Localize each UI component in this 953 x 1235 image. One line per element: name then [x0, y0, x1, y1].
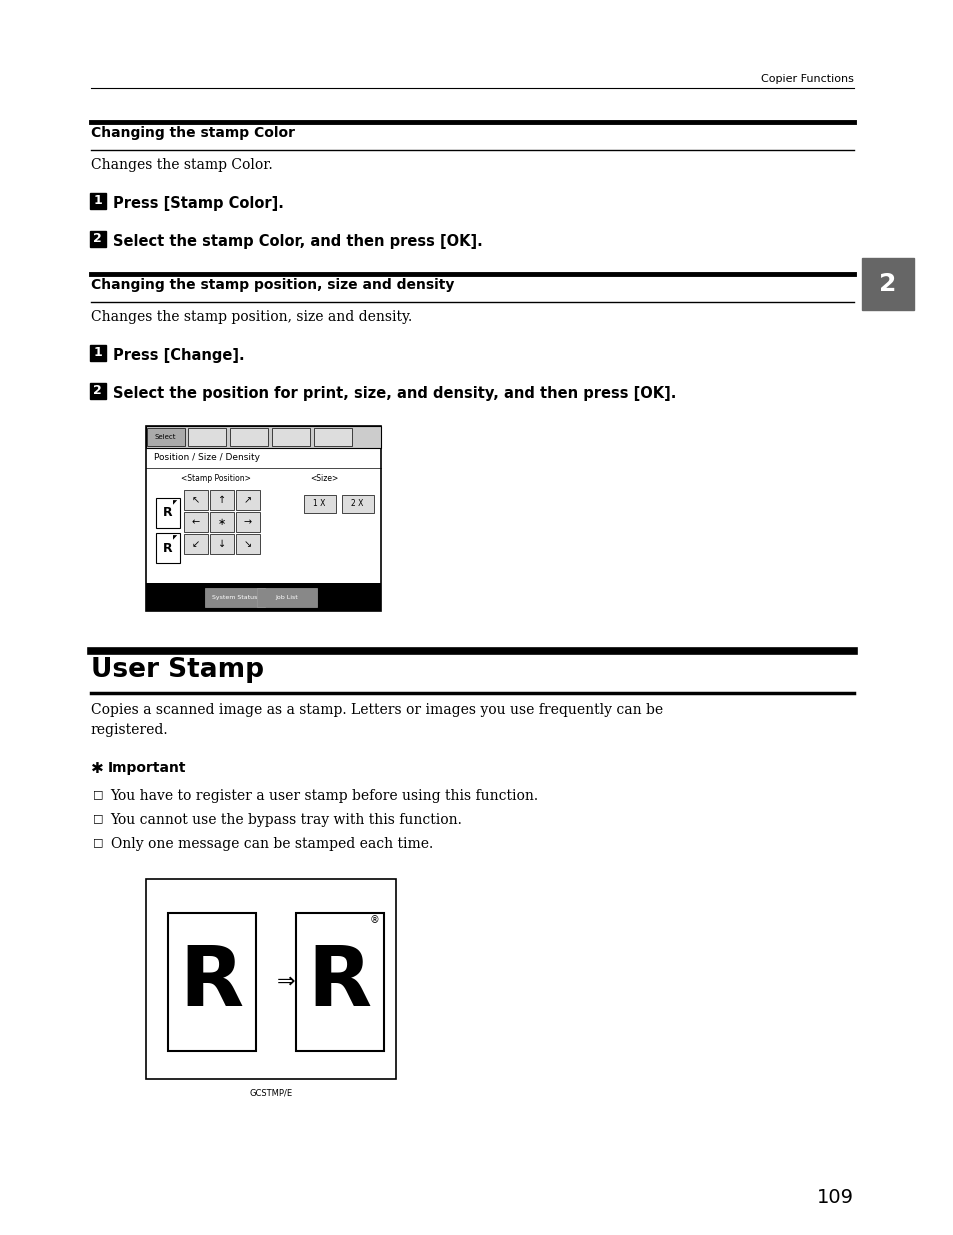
Bar — [314, 429, 352, 446]
Text: Position / Size / Density: Position / Size / Density — [153, 453, 259, 462]
Text: ⇒: ⇒ — [276, 972, 294, 992]
Text: ↓: ↓ — [217, 538, 226, 550]
Bar — [235, 513, 259, 532]
Text: You have to register a user stamp before using this function.: You have to register a user stamp before… — [111, 789, 538, 803]
Text: Select: Select — [154, 433, 176, 440]
Text: You cannot use the bypass tray with this function.: You cannot use the bypass tray with this… — [111, 813, 462, 827]
Text: □: □ — [92, 837, 103, 847]
Bar — [210, 513, 233, 532]
Text: ↘: ↘ — [243, 538, 252, 550]
Text: ↑: ↑ — [217, 495, 226, 505]
Bar — [230, 429, 268, 446]
Bar — [147, 429, 185, 446]
Bar — [183, 490, 208, 510]
Bar — [183, 513, 208, 532]
Text: R: R — [163, 541, 172, 555]
Text: Changing the stamp position, size and density: Changing the stamp position, size and de… — [91, 278, 454, 291]
Text: Important: Important — [108, 761, 186, 776]
Text: ←: ← — [192, 517, 199, 527]
Bar — [861, 258, 913, 310]
Bar — [188, 429, 226, 446]
Bar — [90, 193, 106, 209]
Text: Select the stamp Color, and then press [OK].: Select the stamp Color, and then press [… — [112, 233, 482, 249]
Bar — [303, 495, 335, 513]
Text: Changing the stamp Color: Changing the stamp Color — [91, 126, 294, 140]
Bar — [146, 426, 380, 448]
Text: Press [Stamp Color].: Press [Stamp Color]. — [112, 196, 283, 211]
Text: Select the position for print, size, and density, and then press [OK].: Select the position for print, size, and… — [112, 387, 676, 401]
Text: 1: 1 — [93, 194, 102, 207]
Text: R: R — [307, 941, 372, 1023]
Bar — [183, 534, 208, 555]
Text: ∗: ∗ — [217, 517, 226, 527]
Text: 2: 2 — [93, 232, 102, 246]
Text: 1 X: 1 X — [314, 499, 326, 509]
Text: →: → — [243, 517, 252, 527]
Bar — [155, 534, 179, 563]
Bar — [256, 588, 316, 606]
Bar — [272, 429, 310, 446]
Text: ✱: ✱ — [91, 761, 103, 776]
Bar — [146, 879, 395, 1079]
Text: 2: 2 — [879, 272, 896, 296]
Bar — [210, 534, 233, 555]
Text: 109: 109 — [816, 1188, 853, 1207]
Bar — [295, 913, 383, 1051]
Text: Changes the stamp Color.: Changes the stamp Color. — [91, 158, 273, 172]
Text: Copier Functions: Copier Functions — [760, 74, 853, 84]
Text: □: □ — [92, 789, 103, 799]
Text: 2: 2 — [93, 384, 102, 398]
Text: ↙: ↙ — [192, 538, 199, 550]
Bar — [90, 383, 106, 399]
Text: Only one message can be stamped each time.: Only one message can be stamped each tim… — [111, 837, 433, 851]
Text: 2 X: 2 X — [351, 499, 363, 509]
Text: Press [Change].: Press [Change]. — [112, 348, 244, 363]
Text: 1: 1 — [93, 347, 102, 359]
Text: R: R — [163, 506, 172, 520]
Bar — [168, 913, 255, 1051]
Text: <Size>: <Size> — [311, 474, 338, 483]
Bar — [205, 588, 265, 606]
Text: Changes the stamp position, size and density.: Changes the stamp position, size and den… — [91, 310, 412, 324]
Bar — [155, 498, 179, 529]
Bar — [90, 345, 106, 361]
Text: ®: ® — [370, 915, 379, 925]
Text: GCSTMP/E: GCSTMP/E — [249, 1089, 292, 1098]
Text: ↖: ↖ — [192, 495, 199, 505]
Text: ◤: ◤ — [173, 535, 177, 540]
Text: ◤: ◤ — [173, 500, 177, 505]
Text: R: R — [179, 941, 243, 1023]
Text: Job List: Job List — [275, 595, 297, 600]
Bar — [235, 490, 259, 510]
Bar — [146, 583, 380, 611]
Text: ↗: ↗ — [243, 495, 252, 505]
Bar — [90, 231, 106, 247]
Text: □: □ — [92, 813, 103, 823]
Text: System Status: System Status — [212, 595, 257, 600]
Bar — [341, 495, 374, 513]
Text: <Stamp Position>: <Stamp Position> — [180, 474, 251, 483]
Bar — [210, 490, 233, 510]
Bar — [235, 534, 259, 555]
Bar — [146, 426, 380, 611]
Text: User Stamp: User Stamp — [91, 657, 263, 683]
Text: registered.: registered. — [91, 722, 168, 737]
Text: Copies a scanned image as a stamp. Letters or images you use frequently can be: Copies a scanned image as a stamp. Lette… — [91, 703, 662, 718]
